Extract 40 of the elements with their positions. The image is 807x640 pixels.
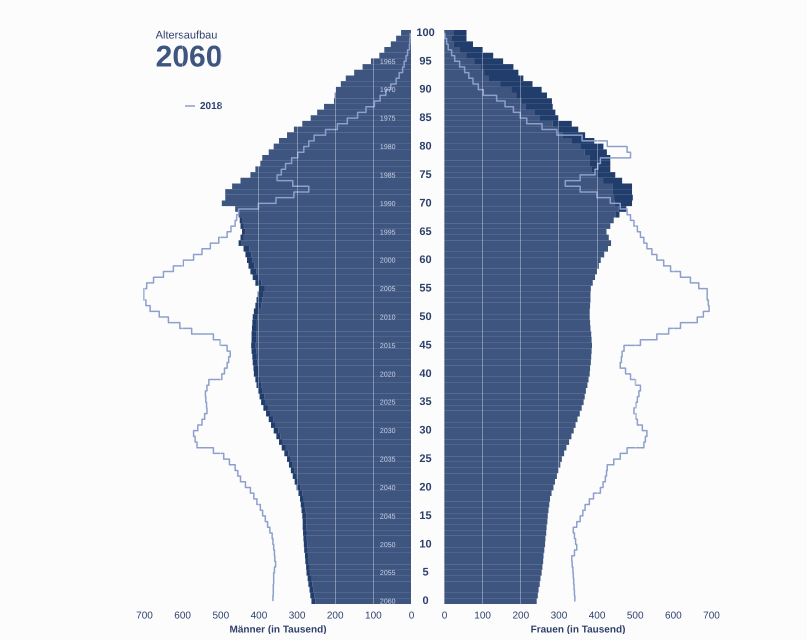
x-tick-label: 700 bbox=[136, 610, 154, 622]
y-tick-label: 80 bbox=[419, 140, 432, 153]
x-tick-label: 500 bbox=[212, 610, 230, 622]
y-tick-label: 65 bbox=[419, 226, 432, 238]
y-tick-label: 5 bbox=[422, 566, 429, 579]
y-tick-label: 75 bbox=[419, 168, 432, 181]
y-tick-label: 45 bbox=[419, 339, 432, 352]
chart-subtitle: 2060 bbox=[156, 40, 222, 74]
x-tick-label: 0 bbox=[408, 610, 415, 622]
y-tick-label: 20 bbox=[419, 481, 432, 494]
x-tick-label: 400 bbox=[588, 610, 606, 622]
chart-title: Altersaufbau bbox=[156, 29, 218, 42]
x-tick-label: 300 bbox=[550, 610, 568, 622]
y-tick-label: 90 bbox=[419, 84, 432, 96]
y-tick-label: 60 bbox=[419, 254, 432, 266]
x-tick-label: 0 bbox=[442, 610, 448, 622]
y-tick-label: 0 bbox=[422, 595, 429, 608]
legend-label: 2018 bbox=[200, 101, 223, 112]
y-tick-label: 25 bbox=[419, 453, 432, 466]
y-tick-label: 100 bbox=[416, 26, 435, 39]
x-tick-label: 600 bbox=[665, 610, 682, 622]
y-tick-label: 55 bbox=[419, 282, 432, 295]
x-tick-label: 400 bbox=[250, 610, 268, 622]
y-tick-label: 95 bbox=[419, 55, 432, 68]
x-tick-label: 100 bbox=[365, 610, 382, 622]
y-tick-label: 10 bbox=[419, 538, 432, 550]
y-tick-label: 15 bbox=[419, 510, 432, 522]
y-tick-label: 30 bbox=[419, 424, 432, 437]
x-tick-label: 300 bbox=[288, 610, 306, 622]
y-tick-label: 50 bbox=[419, 311, 432, 323]
x-tick-label: 200 bbox=[326, 610, 344, 622]
x-tick-label: 100 bbox=[474, 610, 492, 622]
y-tick-label: 85 bbox=[419, 112, 432, 124]
x-tick-label: 600 bbox=[174, 610, 192, 622]
y-tick-label: 40 bbox=[419, 368, 432, 380]
y-tick-label: 35 bbox=[419, 396, 432, 408]
x-tick-label: 500 bbox=[626, 610, 644, 622]
x-tick-label: 700 bbox=[703, 610, 720, 622]
y-tick-label: 70 bbox=[419, 197, 432, 210]
x-tick-label: 200 bbox=[512, 610, 530, 622]
